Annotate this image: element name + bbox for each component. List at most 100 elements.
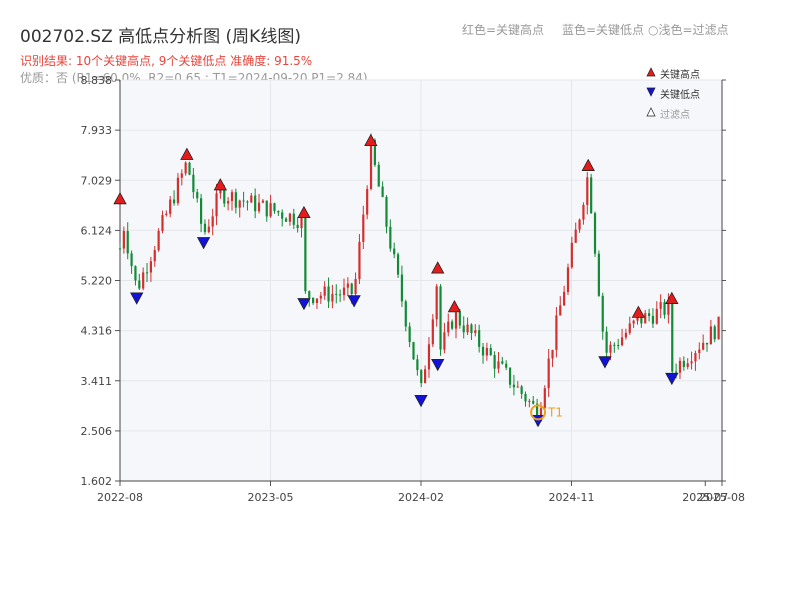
- candle-body: [227, 201, 230, 204]
- candle-body: [358, 241, 361, 279]
- candle-body: [547, 358, 550, 389]
- candle-body: [362, 214, 365, 242]
- candle-body: [636, 316, 639, 321]
- candle-body: [690, 361, 693, 364]
- candle-body: [130, 253, 133, 267]
- candle-body: [176, 177, 180, 204]
- candle-body: [709, 326, 712, 345]
- candle-body: [188, 162, 191, 175]
- candle-body: [277, 211, 280, 213]
- candle-body: [304, 215, 307, 292]
- y-tick-label: 2.506: [81, 425, 113, 438]
- candle-body: [118, 248, 122, 250]
- candle-body: [535, 403, 539, 421]
- candle-body: [582, 204, 585, 220]
- candle-body: [705, 342, 709, 345]
- candle-body: [389, 226, 392, 249]
- candle-body: [319, 295, 322, 299]
- candle-body: [601, 295, 604, 332]
- candle-body: [675, 371, 678, 373]
- y-tick-label: 7.029: [81, 174, 113, 187]
- x-tick-label: 2022-08: [97, 491, 143, 504]
- key-low-marker: [431, 359, 445, 372]
- candle-body: [516, 386, 519, 388]
- candle-body: [315, 298, 319, 304]
- candle-body: [423, 369, 427, 384]
- y-tick-label: 8.838: [81, 74, 113, 87]
- x-tick-label: 2025-08: [699, 491, 745, 504]
- y-tick-label: 4.316: [81, 325, 113, 338]
- candle-body: [644, 313, 647, 324]
- key-high-marker: [431, 261, 445, 274]
- candle-body: [617, 345, 620, 347]
- candle-body: [366, 188, 369, 215]
- candle-body: [485, 347, 488, 356]
- y-tick-label: 7.933: [81, 124, 113, 137]
- candle-body: [196, 192, 199, 199]
- candle-body: [694, 353, 697, 362]
- candle-body: [157, 230, 160, 251]
- candle-body: [497, 361, 500, 369]
- candle-body: [620, 337, 624, 346]
- candle-body: [335, 293, 338, 295]
- y-tick-label: 3.411: [81, 375, 113, 388]
- candle-body: [203, 223, 207, 233]
- candle-body: [508, 367, 512, 385]
- candle-body: [165, 213, 168, 216]
- chart-title: 002702.SZ 高低点分析图 (周K线图): [20, 27, 301, 47]
- candle-body: [242, 200, 245, 202]
- legend-label-low: 关键低点: [660, 90, 700, 101]
- candle-body: [257, 202, 261, 212]
- candle-body: [702, 342, 705, 350]
- candle-body: [597, 253, 600, 296]
- x-tick-label: 2024-11: [549, 491, 595, 504]
- key-low-marker: [665, 372, 679, 386]
- candle-body: [292, 213, 295, 225]
- candle-body: [381, 186, 384, 197]
- candle-body: [713, 326, 716, 340]
- x-tick-label: 2023-05: [248, 491, 294, 504]
- candle-body: [138, 280, 141, 289]
- candle-body: [551, 349, 554, 359]
- candle-body: [555, 315, 558, 350]
- candle-body: [142, 272, 145, 289]
- t1-circle: [530, 404, 547, 421]
- candle-body: [273, 203, 276, 212]
- candle-body: [161, 215, 164, 231]
- candle-body: [462, 325, 465, 333]
- header-legend-low: 蓝色=关键低点: [562, 23, 645, 37]
- candle-body: [250, 195, 253, 203]
- candle-body: [311, 297, 315, 304]
- y-tick-label: 1.602: [81, 475, 113, 488]
- candle-body: [200, 198, 203, 224]
- candle-body: [261, 200, 264, 203]
- key-low-marker: [598, 356, 612, 369]
- candle-body: [246, 201, 249, 203]
- candle-body: [427, 344, 431, 370]
- y-tick-label: 6.124: [81, 224, 113, 237]
- candle-body: [717, 316, 720, 340]
- candle-body: [563, 291, 566, 306]
- key-high-marker: [665, 291, 679, 304]
- candle-body: [238, 200, 241, 208]
- candle-body: [474, 330, 477, 334]
- candle-body: [520, 386, 523, 394]
- candle-body: [632, 320, 635, 324]
- candle-body: [659, 302, 662, 309]
- red-up-triangle-icon: [646, 67, 660, 80]
- candle-body: [593, 213, 597, 254]
- candle-body: [369, 140, 373, 189]
- candle-body: [524, 393, 527, 402]
- key-low-marker: [130, 292, 144, 305]
- candle-body: [640, 316, 643, 324]
- candle-body: [671, 300, 674, 372]
- key-high-marker: [631, 305, 646, 318]
- candle-body: [300, 215, 303, 229]
- candle-body: [408, 326, 411, 343]
- candle-body: [566, 267, 570, 292]
- candle-body: [192, 174, 195, 193]
- legend-item-high: 关键高点: [646, 66, 700, 81]
- candle-body: [512, 384, 516, 388]
- candle-body: [346, 283, 349, 288]
